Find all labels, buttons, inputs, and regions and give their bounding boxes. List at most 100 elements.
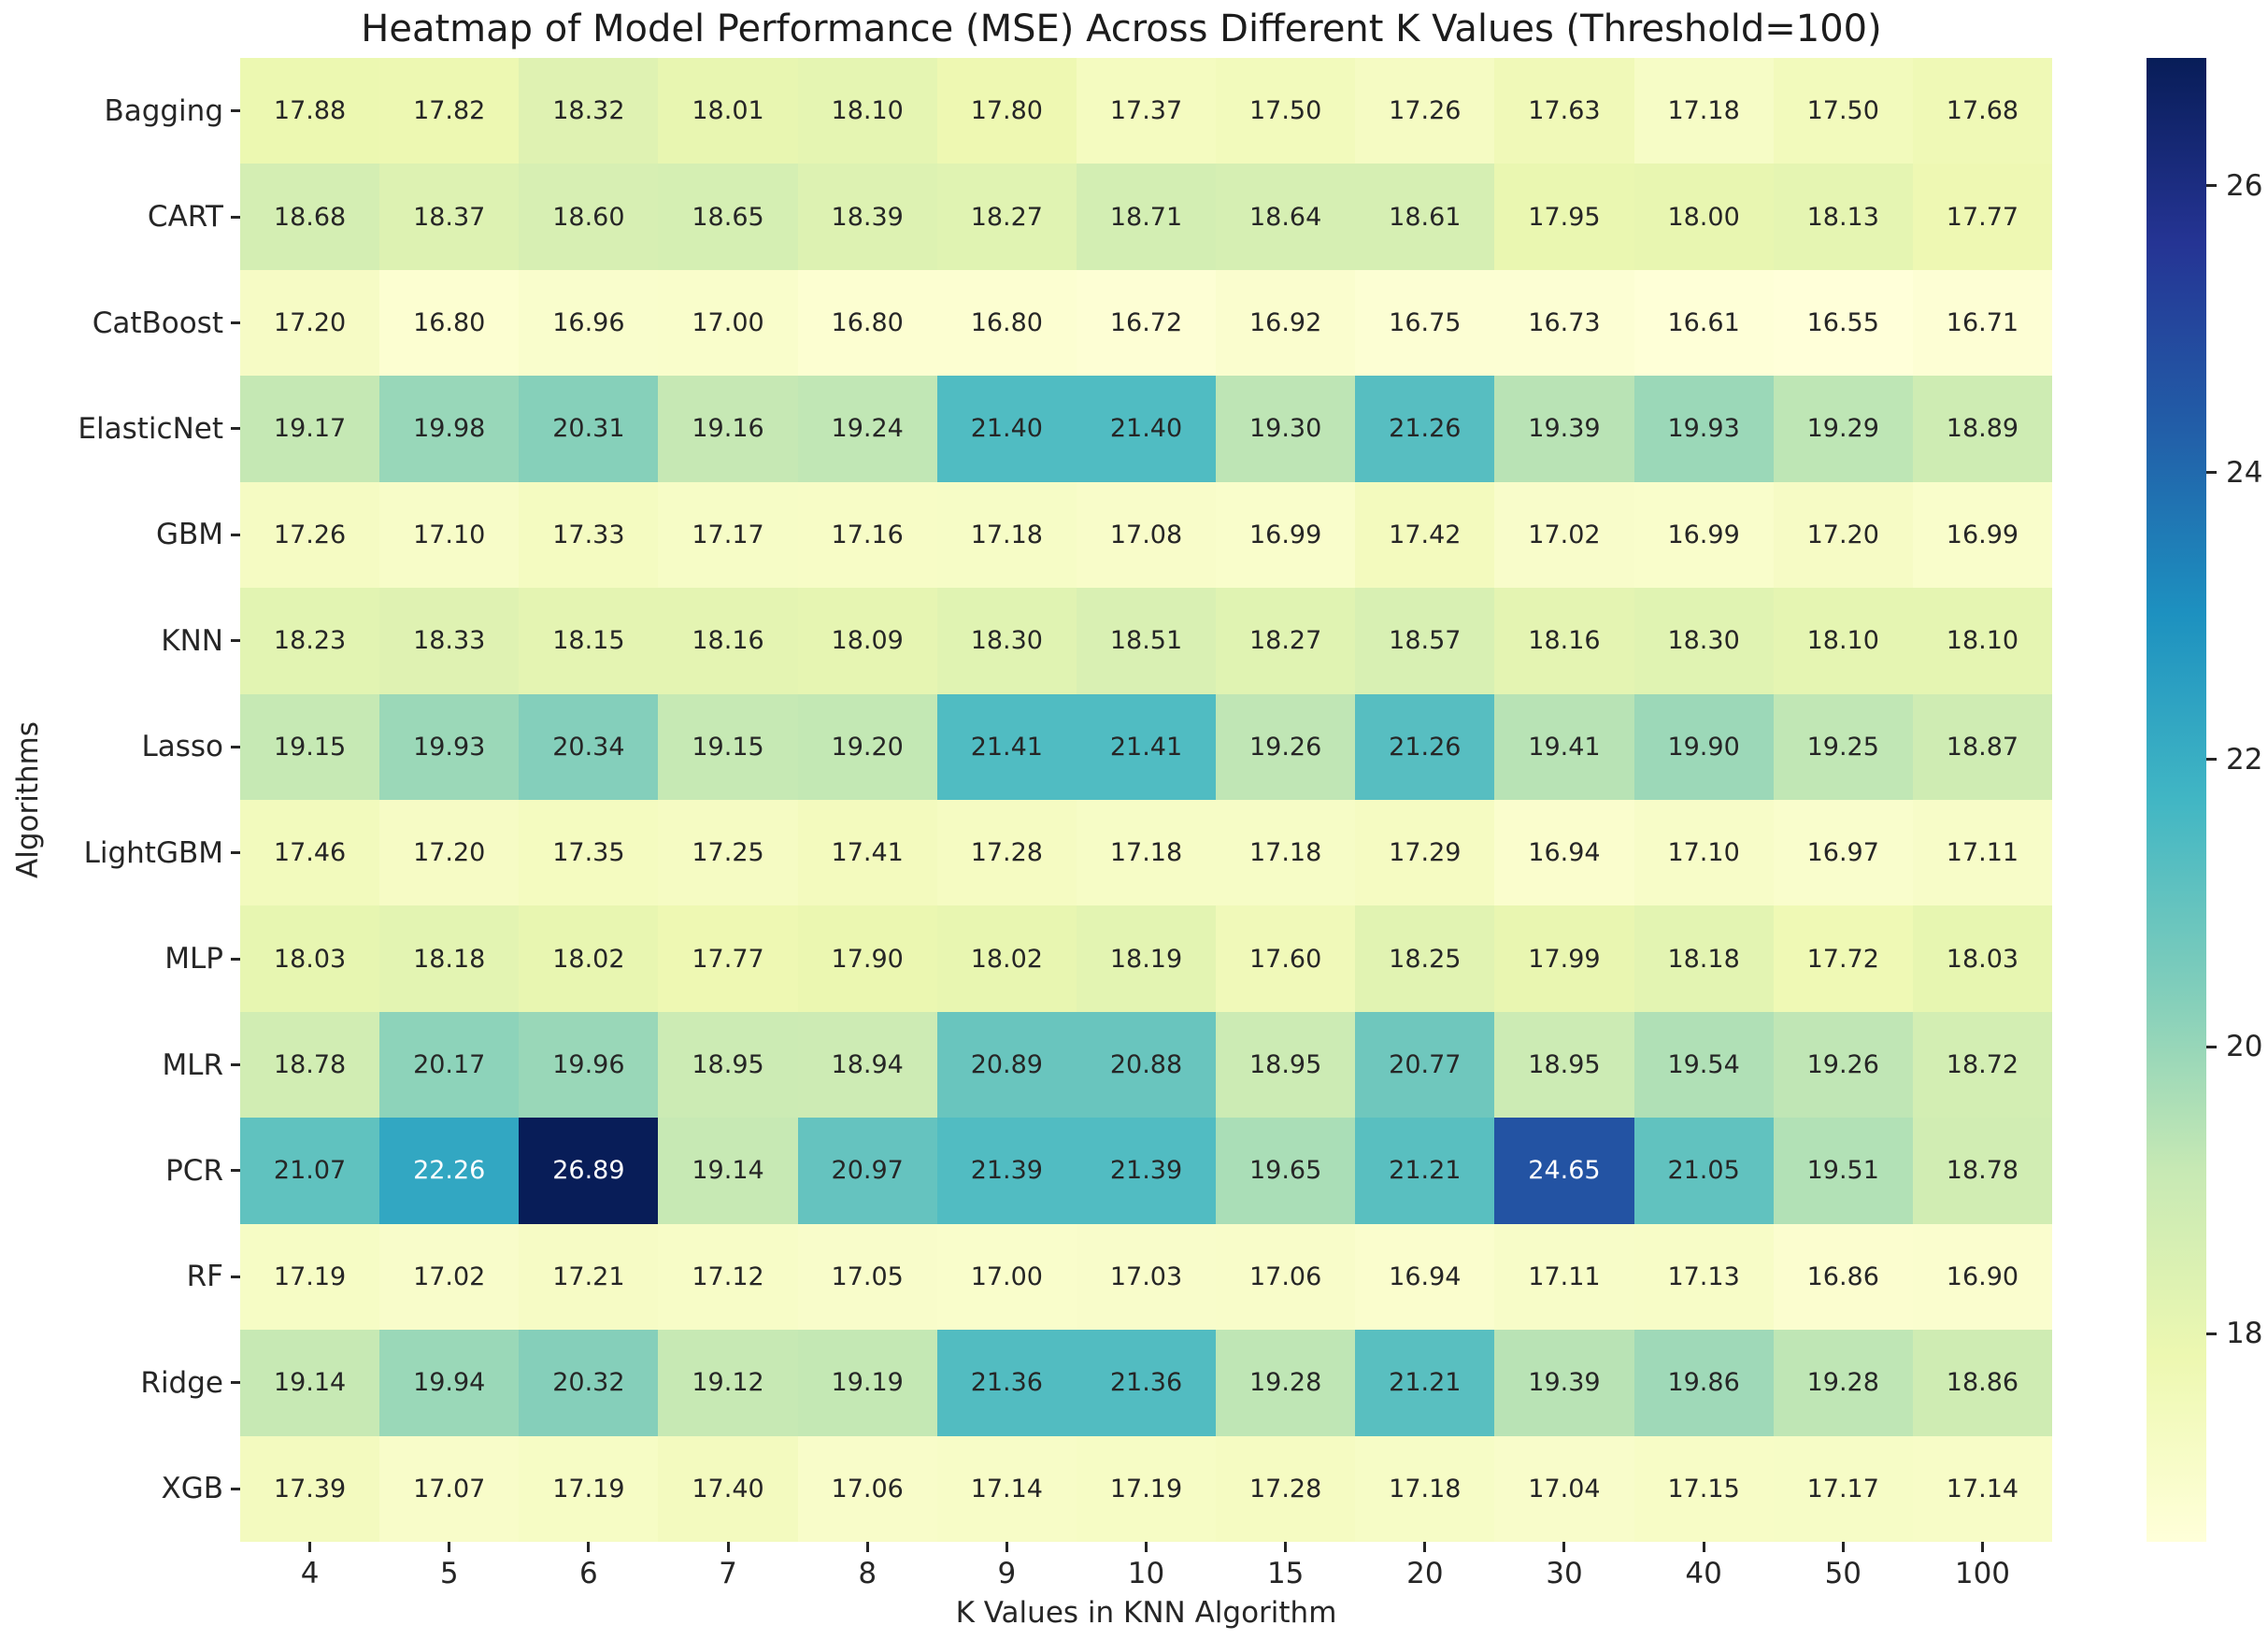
heatmap-cell: 18.27 xyxy=(1216,588,1356,694)
heatmap-cell: 17.06 xyxy=(797,1435,937,1542)
heatmap-cell: 18.68 xyxy=(240,164,380,270)
heatmap-cell: 21.41 xyxy=(936,693,1077,800)
x-tick-label: 8 xyxy=(858,1557,877,1590)
heatmap-cell: 18.13 xyxy=(1773,164,1913,270)
heatmap-cell: 16.80 xyxy=(936,269,1077,377)
heatmap-cell: 19.30 xyxy=(1216,376,1356,482)
x-tick-label: 40 xyxy=(1685,1557,1722,1590)
heatmap-cell: 16.80 xyxy=(797,269,937,377)
y-tick-catboost: CatBoost xyxy=(0,270,240,376)
heatmap-cell: 17.80 xyxy=(936,58,1077,164)
heatmap-cell: 18.95 xyxy=(1494,1011,1634,1119)
heatmap-cell: 17.00 xyxy=(936,1223,1077,1331)
y-tick-elasticnet: ElasticNet xyxy=(0,376,240,481)
heatmap-cell: 17.13 xyxy=(1633,1223,1774,1331)
x-tick-mark xyxy=(1702,1542,1705,1552)
heatmap-cell: 18.71 xyxy=(1076,164,1217,270)
heatmap-cell: 19.90 xyxy=(1633,693,1774,800)
heatmap-cell: 17.29 xyxy=(1355,800,1495,906)
heatmap-cell: 16.99 xyxy=(1912,481,2052,589)
heatmap-cell: 19.20 xyxy=(797,693,937,800)
heatmap-cell: 18.65 xyxy=(658,164,798,270)
heatmap-cell: 16.72 xyxy=(1076,269,1217,377)
y-tick-label: KNN xyxy=(161,623,223,658)
heatmap-cell: 21.26 xyxy=(1355,376,1495,482)
heatmap-cell: 18.10 xyxy=(1912,588,2052,694)
y-tick-label: PCR xyxy=(165,1153,223,1188)
y-tick-label: Ridge xyxy=(140,1365,223,1400)
heatmap-cell: 19.12 xyxy=(658,1330,798,1436)
heatmap-cell: 17.02 xyxy=(1494,481,1634,589)
heatmap-cell: 17.10 xyxy=(1633,800,1774,906)
y-tick-mark xyxy=(231,109,240,113)
heatmap-cell: 17.46 xyxy=(240,800,380,906)
x-tick-mark xyxy=(726,1542,730,1552)
y-tick-label: Bagging xyxy=(104,93,223,128)
heatmap-cell: 21.39 xyxy=(936,1118,1077,1224)
x-tick-label: 7 xyxy=(719,1557,737,1590)
heatmap-cell: 17.02 xyxy=(379,1223,520,1331)
x-tick-label: 9 xyxy=(997,1557,1017,1590)
x-tick-label: 30 xyxy=(1546,1557,1583,1590)
x-tick-mark xyxy=(448,1542,451,1552)
x-tick-label: 50 xyxy=(1824,1557,1862,1590)
heatmap-cell: 18.72 xyxy=(1912,1011,2052,1119)
heatmap-cell: 17.11 xyxy=(1494,1223,1634,1331)
y-tick-label: ElasticNet xyxy=(78,411,223,446)
heatmap-cell: 16.55 xyxy=(1773,269,1913,377)
colorbar-tick-24: 24 xyxy=(2206,456,2262,490)
x-axis-tick-labels: 4 5 6 7 8 9 10 15 20 30 40 50 100 xyxy=(240,1542,2052,1591)
x-tick-mark xyxy=(1423,1542,1427,1552)
heatmap-cell: 21.05 xyxy=(1633,1118,1774,1224)
y-tick-label: XGB xyxy=(161,1472,223,1506)
colorbar-tick-label: 22 xyxy=(2226,742,2263,777)
heatmap-cell: 18.86 xyxy=(1912,1330,2052,1436)
y-tick-label: RF xyxy=(186,1260,223,1294)
heatmap-cell: 19.96 xyxy=(519,1011,659,1119)
colorbar-tick-22: 22 xyxy=(2206,743,2262,777)
heatmap-cell: 18.60 xyxy=(519,164,659,270)
heatmap-cell: 16.71 xyxy=(1912,269,2052,377)
x-tick-mark xyxy=(1145,1542,1148,1552)
heatmap-cell: 17.16 xyxy=(797,481,937,589)
heatmap-cell: 18.03 xyxy=(1912,905,2052,1012)
heatmap-cell: 19.15 xyxy=(658,693,798,800)
heatmap-cell: 16.90 xyxy=(1912,1223,2052,1331)
x-tick-label: 20 xyxy=(1406,1557,1444,1590)
y-tick-mark xyxy=(231,1487,240,1490)
heatmap-cell: 18.18 xyxy=(1633,905,1774,1012)
colorbar-tick-mark xyxy=(2206,184,2217,188)
heatmap-cell: 17.95 xyxy=(1494,164,1634,270)
heatmap-cell: 20.89 xyxy=(936,1011,1077,1119)
heatmap-cell: 19.14 xyxy=(240,1330,380,1436)
y-tick-label: Lasso xyxy=(141,730,223,764)
y-tick-label: CART xyxy=(147,200,223,235)
y-tick-gbm: GBM xyxy=(0,482,240,588)
heatmap-cell: 20.97 xyxy=(797,1118,937,1224)
heatmap-cell: 17.28 xyxy=(936,800,1077,906)
heatmap-cell: 19.51 xyxy=(1773,1118,1913,1224)
heatmap-cell: 17.33 xyxy=(519,481,659,589)
colorbar-tick-26: 26 xyxy=(2206,169,2262,203)
chart-title: Heatmap of Model Performance (MSE) Acros… xyxy=(361,7,1882,50)
heatmap-cell: 19.28 xyxy=(1216,1330,1356,1436)
heatmap-cell: 19.17 xyxy=(240,376,380,482)
heatmap-cell: 17.25 xyxy=(658,800,798,906)
heatmap-grid: 17.88 17.82 18.32 18.01 18.10 17.80 17.37 17.50… xyxy=(240,58,2052,1542)
x-tick-label: 15 xyxy=(1266,1557,1305,1590)
heatmap-cell: 17.08 xyxy=(1076,481,1217,589)
heatmap-cell: 17.40 xyxy=(658,1435,798,1542)
y-tick-mark xyxy=(231,1169,240,1173)
heatmap-cell: 18.78 xyxy=(240,1011,380,1119)
heatmap-cell: 26.89 xyxy=(519,1118,659,1224)
heatmap-cell: 19.26 xyxy=(1773,1011,1913,1119)
colorbar-tick-labels: 26 24 22 20 18 xyxy=(2206,58,2268,1542)
x-tick-8: 8 xyxy=(798,1542,937,1591)
heatmap-cell: 16.61 xyxy=(1633,269,1774,377)
y-tick-xgb: XGB xyxy=(0,1435,240,1541)
heatmap-cell: 20.88 xyxy=(1076,1011,1217,1119)
y-tick-mark xyxy=(231,639,240,643)
colorbar-tick-mark xyxy=(2206,471,2217,475)
y-tick-ridge: Ridge xyxy=(0,1330,240,1435)
heatmap-cell: 16.99 xyxy=(1216,481,1356,589)
